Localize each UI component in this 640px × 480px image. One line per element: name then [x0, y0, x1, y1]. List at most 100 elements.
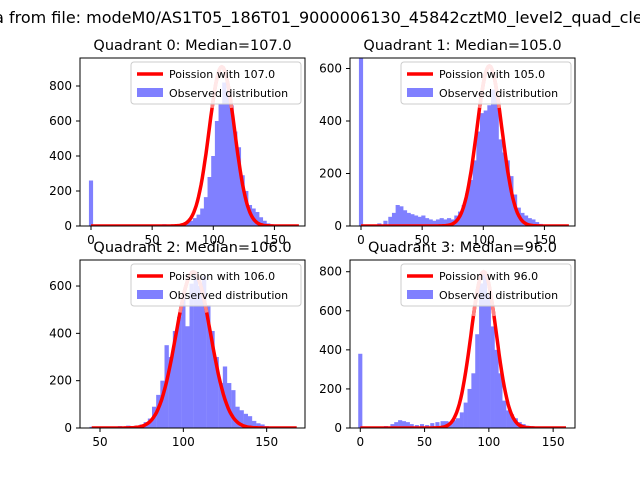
histogram-bar: [185, 326, 190, 428]
legend: Poission with 105.0 Observed distribution: [400, 61, 572, 105]
histogram-bar: [160, 380, 165, 428]
x-tick-label: 50: [417, 435, 432, 449]
legend-box: [400, 61, 572, 105]
subplot-3: 0 50 100 150 0 200 400 600 800 Quadrant 3: Median…: [319, 240, 576, 449]
subplot-1: 0 50 100 150 0 200 400 600 Quadrant 1: Median=10…: [319, 38, 576, 247]
subplot-0: 0 50 100 150 0 200 400 600 800 Quadrant 0: Median…: [49, 38, 306, 247]
histogram-bar: [430, 423, 435, 428]
legend-bar-swatch: [137, 290, 163, 299]
y-tick-label: 200: [319, 382, 342, 396]
histogram-bar: [210, 330, 215, 428]
histogram-bar: [395, 205, 400, 226]
histogram-bar: [218, 383, 223, 428]
x-tick-label: 0: [357, 233, 365, 247]
axes-frame: [349, 57, 576, 227]
y-tick-label: 200: [319, 167, 342, 181]
histogram-bar: [214, 357, 219, 428]
histogram-bar: [358, 58, 364, 226]
x-tick-label: 150: [533, 233, 556, 247]
axes-frame: [79, 57, 306, 227]
histogram-bar: [490, 89, 496, 226]
y-tick-label: 400: [319, 114, 342, 128]
histogram-bar: [88, 180, 94, 226]
histogram-bar: [472, 160, 477, 226]
x-tick-label: 150: [255, 435, 278, 449]
histogram-bar: [206, 304, 211, 428]
histogram-bar: [490, 326, 495, 428]
x-tick-label: 0: [356, 435, 364, 449]
histogram-bar: [262, 220, 267, 226]
subplot-title: Quadrant 0: Median=107.0: [93, 38, 291, 54]
histogram-bar: [482, 273, 488, 428]
subplot-2: 50 100 150 0 200 400 600 Quadrant 2: Median=106…: [49, 240, 306, 449]
y-tick-label: 800: [319, 265, 342, 279]
histogram-bar: [498, 373, 503, 428]
y-tick-label: 600: [49, 114, 72, 128]
histogram-bar: [239, 410, 244, 428]
histogram-bar: [452, 420, 457, 428]
legend: Poission with 96.0 Observed distribution: [400, 263, 572, 307]
y-tick-label: 0: [334, 219, 342, 233]
histogram-bar: [502, 400, 507, 428]
histogram-bar: [196, 214, 201, 226]
histogram-bar: [233, 131, 238, 226]
legend-label-observed: Observed distribution: [439, 289, 558, 302]
legend: Poission with 106.0 Observed distribution: [130, 263, 302, 307]
y-tick-label: 600: [49, 279, 72, 293]
histogram-bar: [435, 219, 441, 226]
histogram-bar: [89, 426, 94, 428]
histogram-bar: [225, 91, 231, 226]
histogram-bar: [243, 413, 248, 428]
legend-label-observed: Observed distribution: [439, 87, 558, 100]
histogram-bar: [192, 218, 198, 226]
histogram-bar: [479, 113, 485, 226]
histogram-bar: [203, 197, 209, 226]
histogram-bar: [428, 219, 433, 226]
y-tick-label: 0: [64, 219, 72, 233]
histogram-bar: [394, 422, 399, 428]
x-tick-label: 100: [472, 233, 495, 247]
histogram-bar: [446, 218, 452, 226]
histogram-bar: [189, 283, 194, 428]
legend: Poission with 107.0 Observed distribution: [130, 61, 302, 105]
legend-bar-swatch: [407, 88, 433, 97]
histogram-bar: [258, 217, 264, 226]
x-tick-label: 50: [145, 233, 160, 247]
histogram-bar: [255, 212, 260, 226]
x-tick-label: 150: [263, 233, 286, 247]
histogram-bar: [467, 388, 472, 428]
x-tick-label: 0: [87, 233, 95, 247]
y-tick-label: 400: [49, 149, 72, 163]
histogram-bar: [413, 215, 419, 226]
histogram-bar: [235, 406, 240, 428]
histogram-bar: [463, 402, 468, 428]
histogram-bar: [410, 214, 415, 226]
x-tick-label: 50: [92, 435, 107, 449]
histogram-bar: [443, 219, 448, 226]
suptitle: ata from file: modeM0/AS1T05_186T01_9000…: [0, 8, 640, 28]
subplot-grid: 0 50 100 150 0 200 400 600 800 Quadrant 0: Median…: [49, 38, 576, 449]
histogram-bar: [193, 271, 198, 428]
subplot-title: Quadrant 2: Median=106.0: [93, 240, 291, 256]
legend-label-poisson: Poission with 96.0: [439, 270, 538, 283]
histogram-bar: [506, 410, 511, 428]
histogram-bar: [398, 420, 403, 428]
legend-box: [130, 263, 302, 307]
histogram-bar: [465, 193, 470, 226]
histogram-bar: [535, 222, 540, 226]
histogram-bar: [177, 316, 182, 428]
histogram-bar: [185, 222, 190, 226]
y-tick-label: 0: [334, 421, 342, 435]
histogram-bar: [476, 131, 481, 226]
y-tick-label: 800: [49, 79, 72, 93]
histogram-bar: [399, 206, 404, 226]
legend-bar-swatch: [137, 88, 163, 97]
histogram-bar: [202, 276, 207, 428]
histogram-bar: [200, 208, 205, 226]
axes-frame: [79, 259, 306, 429]
histogram-bar: [435, 422, 440, 428]
histogram-bar: [432, 220, 437, 226]
histogram-bar: [483, 110, 488, 226]
histogram-bar: [509, 414, 515, 428]
